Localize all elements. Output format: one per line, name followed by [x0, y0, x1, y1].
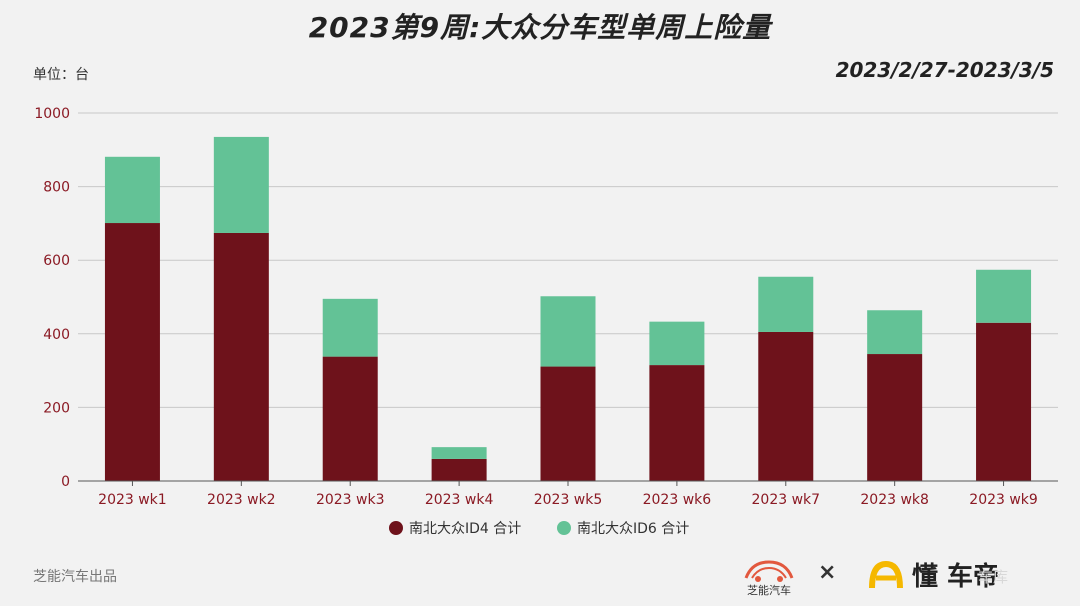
x-tick-label: 2023 wk7 — [752, 492, 821, 508]
bar-id4 — [213, 232, 269, 481]
legend-marker — [389, 521, 403, 535]
bar-id6 — [649, 321, 705, 366]
bars — [104, 136, 1032, 482]
y-tick-label: 600 — [43, 253, 70, 269]
bar-id6 — [540, 296, 596, 367]
logo1-label: 芝能汽车 — [747, 584, 791, 597]
watermark: 车库 — [978, 568, 1009, 586]
x-tick-label: 2023 wk8 — [860, 492, 929, 508]
bar-id4 — [649, 365, 705, 481]
x-tick-label: 2023 wk9 — [969, 492, 1038, 508]
x-axis-ticks: 2023 wk1 2023 wk2 2023 wk3 2023 wk4 2023 wk5… — [98, 481, 1038, 508]
bar-id4 — [540, 366, 596, 481]
x-tick-label: 2023 wk4 — [425, 492, 494, 508]
y-tick-label: 1000 — [34, 106, 70, 122]
bar-id6 — [322, 298, 378, 357]
zhineng-logo: 芝能汽车 — [738, 556, 800, 598]
x-tick-label: 2023 wk6 — [643, 492, 712, 508]
legend: 南北大众ID4 合计 南北大众ID6 合计 — [389, 521, 689, 537]
x-tick-label: 2023 wk3 — [316, 492, 385, 508]
legend-label: 南北大众ID6 合计 — [577, 521, 689, 537]
bar-id4 — [322, 356, 378, 481]
logo2-label: 懂 车帝 — [912, 562, 1000, 592]
bar-id6 — [104, 156, 160, 224]
legend-marker — [557, 521, 571, 535]
unit-label: 单位：台 — [33, 67, 89, 83]
bar-id4 — [104, 223, 160, 482]
x-tick-label: 2023 wk2 — [207, 492, 276, 508]
bar-id6 — [758, 276, 814, 332]
bar-id4 — [867, 354, 923, 481]
bar-id6 — [213, 136, 269, 233]
x-tick-label: 2023 wk1 — [98, 492, 167, 508]
bar-id4 — [976, 322, 1032, 481]
dongchedi-logo-icon — [869, 560, 903, 589]
x-tick-label: 2023 wk5 — [534, 492, 603, 508]
legend-label: 南北大众ID4 合计 — [409, 521, 521, 537]
y-tick-label: 200 — [43, 400, 70, 416]
y-axis-ticks: 0 200 400 600 800 1000 — [34, 106, 70, 490]
y-tick-label: 400 — [43, 327, 70, 343]
bar-id6 — [867, 310, 923, 355]
bar-id4 — [431, 458, 487, 481]
bar-id4 — [758, 331, 814, 481]
y-tick-label: 0 — [61, 474, 70, 490]
date-range: 2023/2/27-2023/3/5 — [835, 58, 1054, 82]
bar-id6 — [431, 447, 487, 459]
y-tick-label: 800 — [43, 180, 70, 196]
bar-id6 — [976, 269, 1032, 323]
chart-title: 2023第9周:大众分车型单周上险量 — [308, 11, 772, 44]
car-logo-icon — [744, 560, 794, 582]
source-label: 芝能汽车出品 — [33, 569, 117, 585]
cross-symbol: × — [818, 560, 837, 585]
